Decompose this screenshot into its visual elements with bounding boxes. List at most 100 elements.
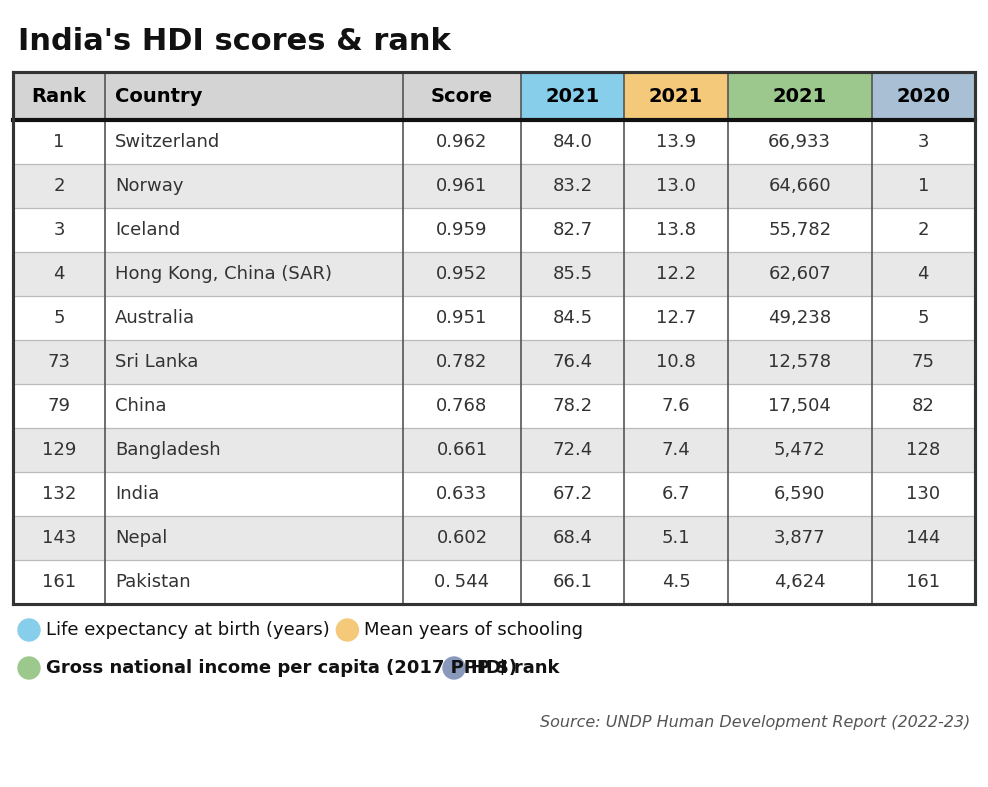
Bar [403, 340, 521, 384]
Text: 82: 82 [912, 397, 935, 415]
Bar [105, 164, 403, 208]
Bar [728, 516, 871, 560]
Text: Nepal: Nepal [116, 529, 168, 547]
Bar [403, 296, 521, 340]
Text: 5: 5 [53, 309, 65, 327]
Text: 0.952: 0.952 [437, 265, 488, 283]
Bar [105, 516, 403, 560]
Text: 66.1: 66.1 [552, 573, 593, 591]
Bar [624, 384, 728, 428]
Text: Iceland: Iceland [116, 221, 181, 239]
Bar [624, 296, 728, 340]
Bar [728, 560, 871, 604]
Bar [13, 296, 105, 340]
Text: Mean years of schooling: Mean years of schooling [365, 621, 583, 639]
Text: 1: 1 [918, 177, 929, 195]
Bar [13, 340, 105, 384]
Bar [624, 516, 728, 560]
Text: Bangladesh: Bangladesh [116, 441, 220, 459]
Text: 0.768: 0.768 [437, 397, 488, 415]
Bar [521, 340, 624, 384]
Text: Source: UNDP Human Development Report (2022-23): Source: UNDP Human Development Report (2… [539, 715, 970, 730]
Text: 13.0: 13.0 [656, 177, 696, 195]
Text: 85.5: 85.5 [552, 265, 593, 283]
Bar [624, 208, 728, 252]
Text: 76.4: 76.4 [552, 353, 593, 371]
Text: 12,578: 12,578 [769, 353, 831, 371]
Bar [728, 164, 871, 208]
Bar [403, 428, 521, 472]
Text: Life expectancy at birth (years): Life expectancy at birth (years) [46, 621, 330, 639]
Bar [521, 120, 624, 164]
Bar [13, 560, 105, 604]
Bar [871, 560, 975, 604]
Text: 0.959: 0.959 [437, 221, 488, 239]
Bar [13, 428, 105, 472]
Text: 161: 161 [906, 573, 941, 591]
Text: 62,607: 62,607 [769, 265, 831, 283]
Bar [105, 428, 403, 472]
Circle shape [18, 657, 40, 679]
Text: 2: 2 [918, 221, 929, 239]
Bar [521, 472, 624, 516]
Bar [521, 384, 624, 428]
Bar [624, 72, 728, 120]
Bar [403, 252, 521, 296]
Bar [624, 428, 728, 472]
Text: 143: 143 [41, 529, 76, 547]
Text: 3: 3 [53, 221, 65, 239]
Bar [624, 120, 728, 164]
Text: 2: 2 [53, 177, 65, 195]
Text: 0.782: 0.782 [437, 353, 488, 371]
Text: 0.602: 0.602 [437, 529, 487, 547]
Bar [105, 120, 403, 164]
Text: Sri Lanka: Sri Lanka [116, 353, 199, 371]
Bar [728, 340, 871, 384]
Bar [871, 472, 975, 516]
Text: HDI rank: HDI rank [471, 659, 559, 677]
Text: 130: 130 [906, 485, 941, 503]
Text: Score: Score [431, 87, 493, 105]
Text: 2021: 2021 [545, 87, 600, 105]
Bar [105, 72, 403, 120]
Bar [105, 252, 403, 296]
Text: Switzerland: Switzerland [116, 133, 220, 151]
Text: 84.5: 84.5 [552, 309, 593, 327]
Text: 72.4: 72.4 [552, 441, 593, 459]
Text: 5: 5 [918, 309, 929, 327]
Circle shape [443, 657, 465, 679]
Text: 83.2: 83.2 [552, 177, 593, 195]
Bar [728, 472, 871, 516]
Bar [871, 384, 975, 428]
Bar [13, 252, 105, 296]
Text: 0.962: 0.962 [437, 133, 488, 151]
Text: 68.4: 68.4 [552, 529, 593, 547]
Text: 66,933: 66,933 [769, 133, 831, 151]
Bar [728, 384, 871, 428]
Text: 4: 4 [53, 265, 65, 283]
Text: 64,660: 64,660 [769, 177, 831, 195]
Bar [521, 72, 624, 120]
Bar [13, 384, 105, 428]
Bar [521, 252, 624, 296]
Text: 73: 73 [47, 353, 70, 371]
Text: 13.9: 13.9 [656, 133, 697, 151]
Bar [728, 72, 871, 120]
Bar [871, 340, 975, 384]
Bar [105, 384, 403, 428]
Bar [871, 428, 975, 472]
Bar [521, 560, 624, 604]
Text: 128: 128 [906, 441, 941, 459]
Text: 2021: 2021 [773, 87, 827, 105]
Text: 3: 3 [918, 133, 929, 151]
Text: 78.2: 78.2 [552, 397, 593, 415]
Bar [13, 516, 105, 560]
Text: 0.951: 0.951 [437, 309, 488, 327]
Bar [871, 72, 975, 120]
Text: Hong Kong, China (SAR): Hong Kong, China (SAR) [116, 265, 332, 283]
Text: 4: 4 [918, 265, 929, 283]
Text: 1: 1 [53, 133, 65, 151]
Text: 161: 161 [42, 573, 76, 591]
Bar [728, 208, 871, 252]
Text: 5,472: 5,472 [774, 441, 826, 459]
